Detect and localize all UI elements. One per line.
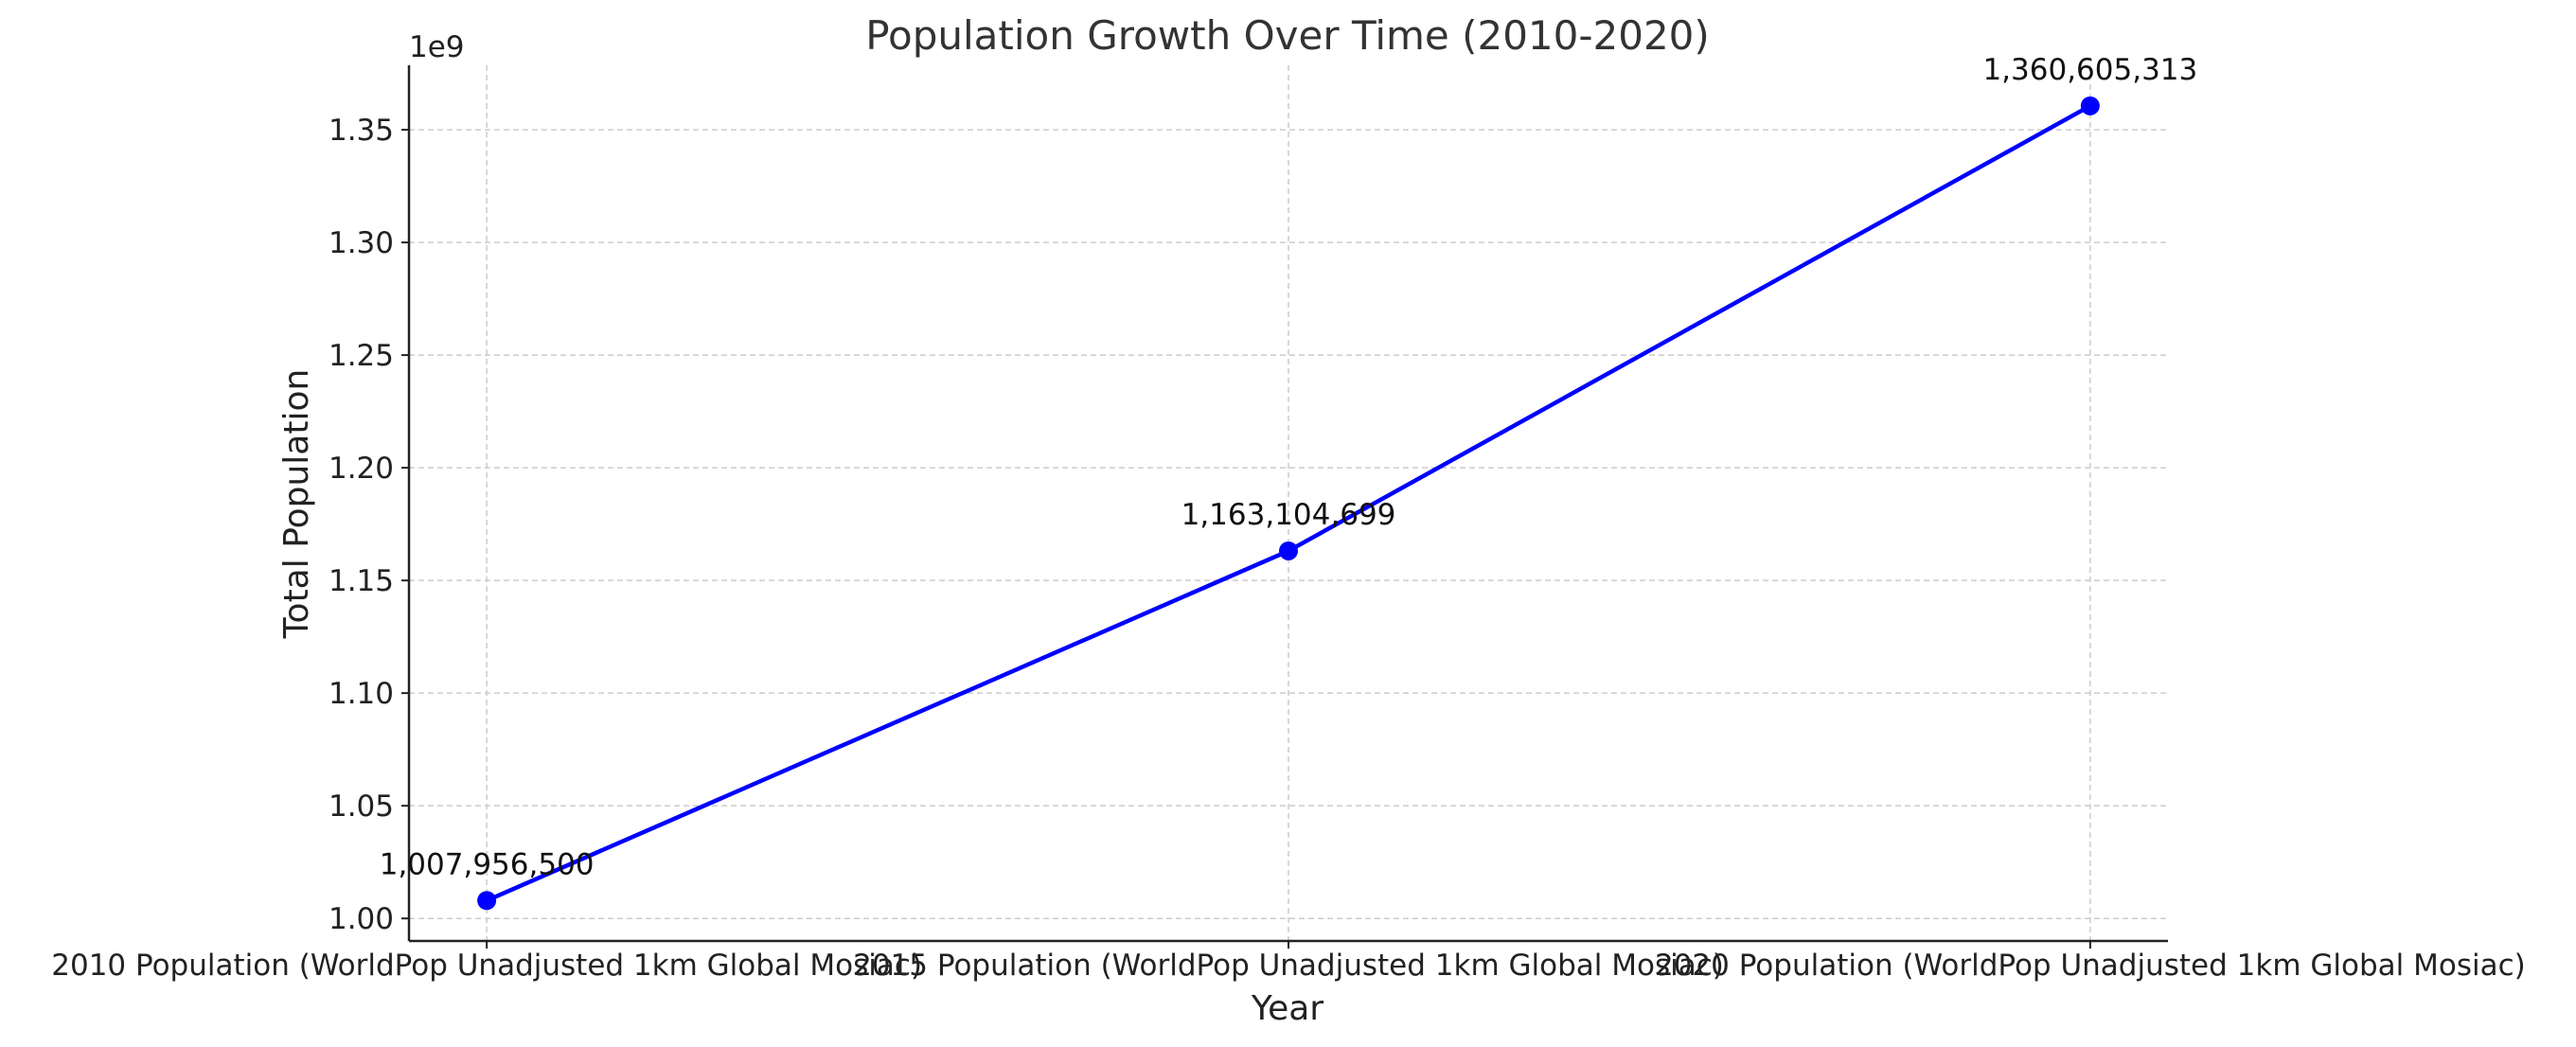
y-axis-label: Total Population bbox=[277, 369, 316, 640]
data-point bbox=[2080, 96, 2100, 115]
series: 1,007,956,500 1,163,104,699 1,360,605,313 bbox=[380, 53, 2197, 911]
y-offset-label: 1e9 bbox=[409, 30, 465, 64]
y-tick-label: 1.25 bbox=[329, 339, 394, 373]
axes: 1.00 1.05 1.10 1.15 1.20 1.25 1.30 1.35 2010 Pop… bbox=[51, 65, 2526, 983]
y-tick-label: 1.20 bbox=[329, 452, 394, 486]
y-tick-label: 1.05 bbox=[329, 790, 394, 824]
data-label: 1,360,605,313 bbox=[1982, 53, 2197, 87]
y-tick-label: 1.15 bbox=[329, 564, 394, 598]
y-tick-label: 1.30 bbox=[329, 226, 394, 260]
x-axis-label: Year bbox=[1251, 989, 1324, 1028]
y-tick-label: 1.35 bbox=[329, 114, 394, 148]
y-tick-label: 1.10 bbox=[329, 677, 394, 711]
data-point bbox=[1279, 541, 1298, 560]
data-point bbox=[477, 891, 497, 911]
x-tick-label: 2020 Population (WorldPop Unadjusted 1km… bbox=[1655, 949, 2526, 983]
grid bbox=[409, 65, 2168, 941]
y-tick-label: 1.00 bbox=[329, 902, 394, 936]
data-label: 1,163,104,699 bbox=[1181, 498, 1396, 532]
x-tick-label: 2015 Population (WorldPop Unadjusted 1km… bbox=[853, 949, 1724, 983]
data-label: 1,007,956,500 bbox=[380, 847, 595, 881]
x-tick-label: 2010 Population (WorldPop Unadjusted 1km… bbox=[51, 949, 922, 983]
chart-title: Population Growth Over Time (2010-2020) bbox=[865, 12, 1710, 59]
